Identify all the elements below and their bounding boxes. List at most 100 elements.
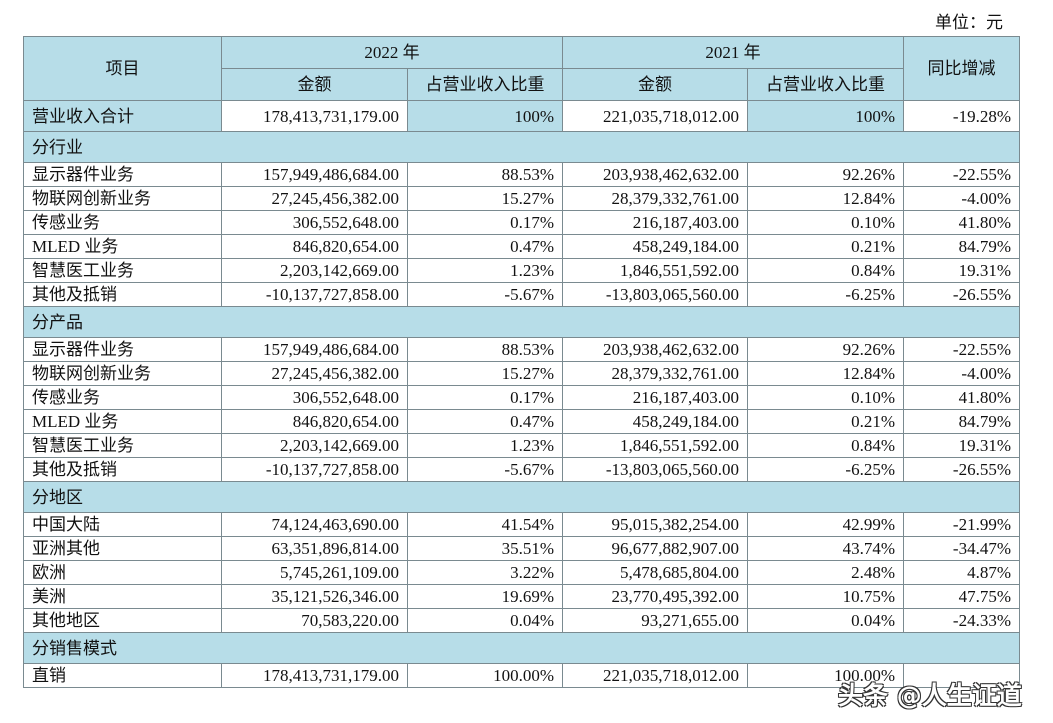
row-label: 其他地区 — [23, 608, 222, 633]
amount-2021: 5,478,685,804.00 — [562, 560, 748, 585]
row-label: 显示器件业务 — [23, 162, 222, 187]
amount-2022: 306,552,648.00 — [221, 385, 408, 410]
amount-2022: 2,203,142,669.00 — [221, 433, 408, 458]
total-ratio-2021: 100% — [747, 100, 904, 132]
total-amount-2022: 178,413,731,179.00 — [221, 100, 408, 132]
table-row: 其他及抵销 -10,137,727,858.00 -5.67% -13,803,065… — [23, 457, 1020, 482]
yoy: 84.79% — [903, 409, 1020, 434]
row-label: 物联网创新业务 — [23, 361, 222, 386]
header-yoy: 同比增减 — [903, 36, 1020, 101]
ratio-2021: 0.21% — [747, 409, 904, 434]
yoy: 41.80% — [903, 385, 1020, 410]
revenue-table: 项目 2022 年 2021 年 同比增减 金额 占营业收入比重 金额 占营业收… — [23, 36, 1020, 688]
row-label: 智慧医工业务 — [23, 433, 222, 458]
yoy: -34.47% — [903, 536, 1020, 561]
header-2021: 2021 年 — [562, 36, 904, 69]
table-row: 亚洲其他 63,351,896,814.00 35.51% 96,677,882,90… — [23, 536, 1020, 561]
yoy: 41.80% — [903, 210, 1020, 235]
ratio-2022: 0.17% — [407, 385, 563, 410]
section-row: 分产品 — [23, 306, 1020, 338]
row-label: 传感业务 — [23, 385, 222, 410]
header-amount-2021: 金额 — [562, 68, 748, 101]
amount-2021: -13,803,065,560.00 — [562, 282, 748, 307]
ratio-2022: 0.17% — [407, 210, 563, 235]
yoy: -22.55% — [903, 162, 1020, 187]
row-label: 直销 — [23, 663, 222, 688]
row-label: 其他及抵销 — [23, 457, 222, 482]
yoy — [903, 663, 1020, 688]
amount-2021: 221,035,718,012.00 — [562, 663, 748, 688]
amount-2022: 74,124,463,690.00 — [221, 512, 408, 537]
row-label: 其他及抵销 — [23, 282, 222, 307]
amount-2022: 5,745,261,109.00 — [221, 560, 408, 585]
amount-2022: -10,137,727,858.00 — [221, 457, 408, 482]
total-label: 营业收入合计 — [23, 100, 222, 132]
section-title: 分销售模式 — [23, 632, 1020, 664]
amount-2022: 306,552,648.00 — [221, 210, 408, 235]
row-label: MLED 业务 — [23, 234, 222, 259]
amount-2021: 216,187,403.00 — [562, 210, 748, 235]
amount-2021: 216,187,403.00 — [562, 385, 748, 410]
ratio-2022: -5.67% — [407, 282, 563, 307]
amount-2021: 458,249,184.00 — [562, 234, 748, 259]
row-label: 显示器件业务 — [23, 337, 222, 362]
amount-2022: 157,949,486,684.00 — [221, 337, 408, 362]
table-row: 其他及抵销 -10,137,727,858.00 -5.67% -13,803,065… — [23, 282, 1020, 307]
yoy: -22.55% — [903, 337, 1020, 362]
ratio-2021: 0.84% — [747, 433, 904, 458]
header-2022: 2022 年 — [221, 36, 563, 69]
ratio-2022: -5.67% — [407, 457, 563, 482]
row-label: 美洲 — [23, 584, 222, 609]
amount-2021: 23,770,495,392.00 — [562, 584, 748, 609]
section-title: 分行业 — [23, 131, 1020, 163]
ratio-2022: 100.00% — [407, 663, 563, 688]
table-row: 智慧医工业务 2,203,142,669.00 1.23% 1,846,551,592… — [23, 258, 1020, 283]
yoy: 4.87% — [903, 560, 1020, 585]
table-row: 直销 178,413,731,179.00 100.00% 221,035,718,0… — [23, 663, 1020, 688]
amount-2022: 846,820,654.00 — [221, 234, 408, 259]
row-label: 亚洲其他 — [23, 536, 222, 561]
ratio-2021: 0.84% — [747, 258, 904, 283]
unit-label: 单位：元 — [935, 13, 1003, 32]
ratio-2021: 43.74% — [747, 536, 904, 561]
header-ratio-2022: 占营业收入比重 — [407, 68, 563, 101]
section-row: 分地区 — [23, 481, 1020, 513]
ratio-2022: 3.22% — [407, 560, 563, 585]
table-row: 物联网创新业务 27,245,456,382.00 15.27% 28,379,332… — [23, 361, 1020, 386]
ratio-2022: 88.53% — [407, 337, 563, 362]
total-row: 营业收入合计 178,413,731,179.00 100% 221,035,7… — [23, 100, 1020, 132]
ratio-2022: 15.27% — [407, 361, 563, 386]
table-row: 其他地区 70,583,220.00 0.04% 93,271,655.00 0.04%… — [23, 608, 1020, 633]
amount-2021: 28,379,332,761.00 — [562, 361, 748, 386]
ratio-2021: 42.99% — [747, 512, 904, 537]
table-row: MLED 业务 846,820,654.00 0.47% 458,249,184.00… — [23, 234, 1020, 259]
amount-2021: 95,015,382,254.00 — [562, 512, 748, 537]
ratio-2022: 88.53% — [407, 162, 563, 187]
section-title: 分地区 — [23, 481, 1020, 513]
yoy: -21.99% — [903, 512, 1020, 537]
table-row: 中国大陆 74,124,463,690.00 41.54% 95,015,382,25… — [23, 512, 1020, 537]
ratio-2022: 15.27% — [407, 186, 563, 211]
ratio-2022: 0.47% — [407, 409, 563, 434]
ratio-2021: 0.10% — [747, 385, 904, 410]
row-label: MLED 业务 — [23, 409, 222, 434]
amount-2022: 2,203,142,669.00 — [221, 258, 408, 283]
ratio-2021: 2.48% — [747, 560, 904, 585]
table-row: MLED 业务 846,820,654.00 0.47% 458,249,184.00… — [23, 409, 1020, 434]
amount-2022: 27,245,456,382.00 — [221, 361, 408, 386]
section-row: 分销售模式 — [23, 632, 1020, 664]
yoy: -24.33% — [903, 608, 1020, 633]
ratio-2021: 0.10% — [747, 210, 904, 235]
amount-2021: 203,938,462,632.00 — [562, 162, 748, 187]
watermark: 头条 @人生证道 — [838, 681, 1022, 710]
table-row: 美洲 35,121,526,346.00 19.69% 23,770,495,392.… — [23, 584, 1020, 609]
yoy: 47.75% — [903, 584, 1020, 609]
amount-2021: 96,677,882,907.00 — [562, 536, 748, 561]
ratio-2021: 0.04% — [747, 608, 904, 633]
amount-2021: 1,846,551,592.00 — [562, 433, 748, 458]
table-row: 欧洲 5,745,261,109.00 3.22% 5,478,685,804.00 2… — [23, 560, 1020, 585]
table-row: 传感业务 306,552,648.00 0.17% 216,187,403.00 0.1… — [23, 385, 1020, 410]
row-label: 传感业务 — [23, 210, 222, 235]
row-label: 欧洲 — [23, 560, 222, 585]
ratio-2021: 92.26% — [747, 162, 904, 187]
